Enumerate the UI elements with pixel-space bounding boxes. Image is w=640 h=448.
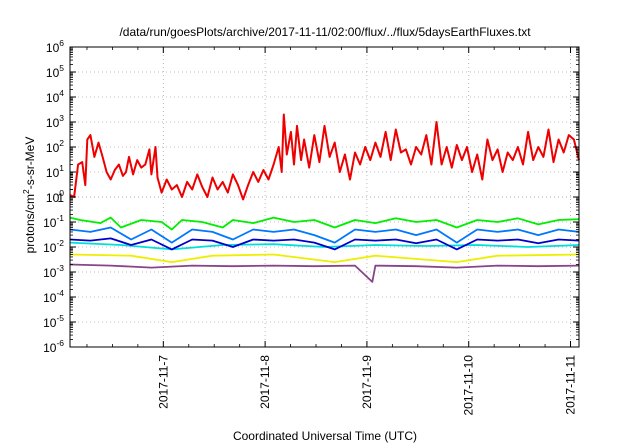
x-tick-label: 2017-11-10 <box>462 355 476 416</box>
series-line-4 <box>69 241 580 251</box>
y-tick-label: 10-4 <box>43 288 64 305</box>
x-tick-label: 2017-11-7 <box>156 355 170 409</box>
y-tick-label: 10-1 <box>43 213 64 230</box>
y-tick-label: 10-3 <box>43 263 64 280</box>
x-axis-title: Coordinated Universal Time (UTC) <box>233 429 417 443</box>
series-line-1 <box>69 113 580 201</box>
chart-title: /data/run/goesPlots/archive/2017-11-11/0… <box>119 25 531 39</box>
y-tick-label: 102 <box>46 138 64 155</box>
x-tick-label: 2017-11-8 <box>258 355 272 409</box>
y-tick-label: 10-5 <box>43 313 64 330</box>
x-tick-label: 2017-11-11 <box>564 355 578 415</box>
x-tick-label: 2017-11-9 <box>360 355 374 409</box>
series-line-2 <box>69 216 580 231</box>
series-line-6 <box>69 253 580 264</box>
series-line-3 <box>69 226 580 244</box>
y-tick-label: 104 <box>46 88 64 105</box>
y-tick-label: 1 <box>57 191 64 205</box>
y-tick-label: 105 <box>46 63 64 80</box>
series-line-7 <box>69 263 580 283</box>
y-tick-label: 10-6 <box>43 338 64 355</box>
y-tick-label: 101 <box>46 163 64 180</box>
y-axis-title: protons/cm2-s-sr-MeV <box>21 137 37 254</box>
y-tick-label: 103 <box>46 113 64 130</box>
y-tick-label: 106 <box>46 38 64 55</box>
series-group <box>69 113 580 283</box>
y-tick-label: 100 <box>46 188 64 205</box>
series-line-5 <box>69 237 580 251</box>
x-axis: 2017-11-7 2017-11-8 2017-11-9 2017-11-10 201… <box>86 47 578 416</box>
y-tick-label: 10-2 <box>43 238 64 255</box>
